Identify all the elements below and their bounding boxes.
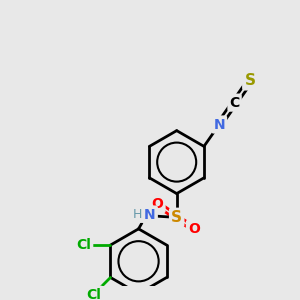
Text: Cl: Cl <box>86 288 101 300</box>
Text: O: O <box>188 222 200 236</box>
Text: S: S <box>171 210 182 225</box>
Text: C: C <box>230 96 240 110</box>
Text: O: O <box>152 197 164 211</box>
Text: N: N <box>214 118 225 131</box>
Text: Cl: Cl <box>76 238 91 252</box>
Text: N: N <box>144 208 156 222</box>
Text: S: S <box>244 73 255 88</box>
Text: H: H <box>133 208 142 221</box>
